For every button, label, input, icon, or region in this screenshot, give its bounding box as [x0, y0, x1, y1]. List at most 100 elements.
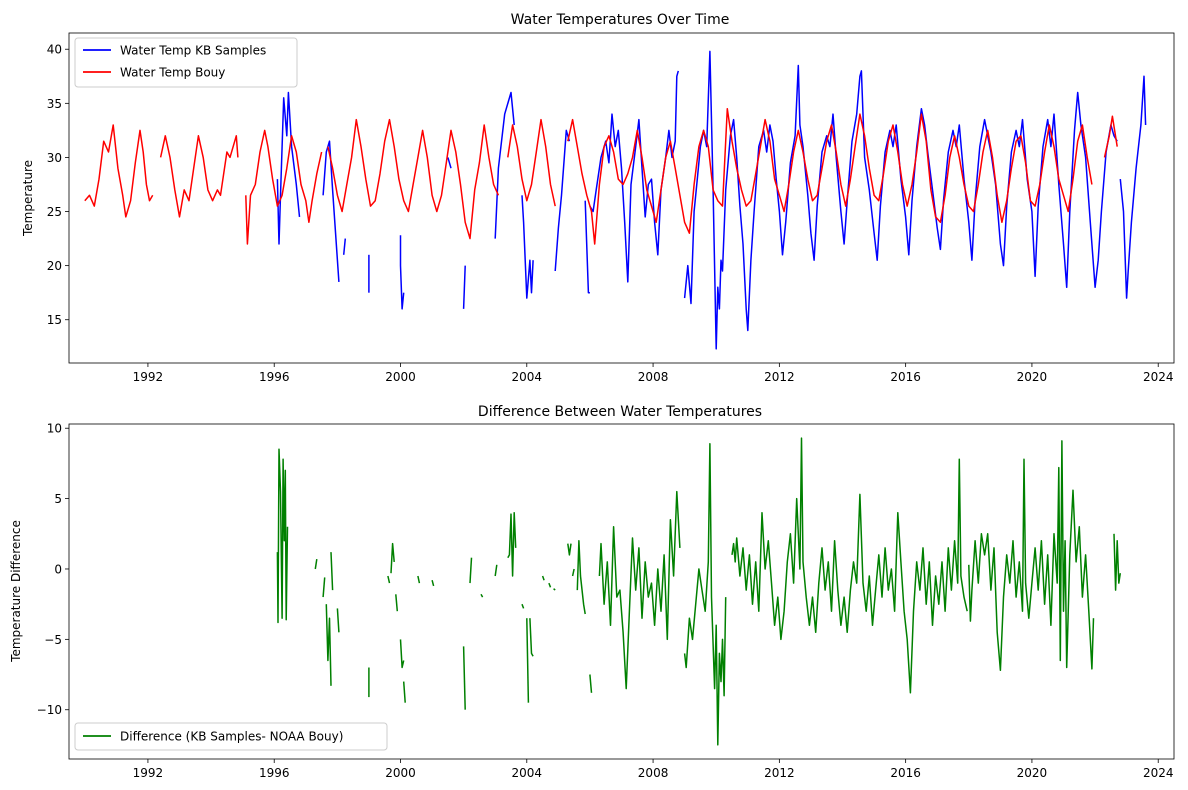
series-line-difference-kb-samples-noaa-bouy — [553, 588, 556, 591]
series-line-difference-kb-samples-noaa-bouy — [395, 594, 399, 612]
series-line-difference-kb-samples-noaa-bouy — [399, 639, 405, 669]
x-tick-label: 1992 — [133, 766, 164, 780]
series-line-difference-kb-samples-noaa-bouy — [968, 440, 1095, 672]
x-tick-label: 1992 — [133, 370, 164, 384]
top-chart-title: Water Temperatures Over Time — [511, 12, 730, 28]
x-tick-label: 2000 — [385, 370, 416, 384]
series-line-difference-kb-samples-noaa-bouy — [683, 442, 727, 746]
y-tick-label: 10 — [47, 422, 62, 436]
x-tick-label: 2000 — [385, 766, 416, 780]
x-tick-label: 1996 — [259, 370, 290, 384]
bottom-chart: Difference Between Water Temperatures Te… — [9, 404, 1175, 780]
y-tick-label: 15 — [47, 313, 62, 327]
series-line-difference-kb-samples-noaa-bouy — [469, 557, 473, 584]
top-chart-lines — [84, 50, 1147, 350]
x-tick-label: 2016 — [890, 766, 921, 780]
y-tick-label: 25 — [47, 205, 62, 219]
series-line-difference-kb-samples-noaa-bouy — [462, 646, 466, 710]
x-tick-label: 2020 — [1017, 370, 1048, 384]
series-line-water-temp-kb-samples — [584, 200, 590, 294]
series-line-difference-kb-samples-noaa-bouy — [402, 681, 406, 703]
series-line-difference-kb-samples-noaa-bouy — [571, 568, 575, 577]
y-tick-label: −5 — [44, 633, 62, 647]
x-tick-label: 2008 — [638, 370, 669, 384]
y-tick-label: −10 — [37, 703, 62, 717]
series-line-difference-kb-samples-noaa-bouy — [494, 564, 498, 577]
bottom-legend-box — [74, 722, 388, 751]
series-line-difference-kb-samples-noaa-bouy — [589, 674, 593, 693]
series-line-difference-kb-samples-noaa-bouy — [387, 575, 391, 584]
series-line-water-temp-bouy — [507, 118, 556, 207]
series-line-water-temp-kb-samples — [462, 265, 466, 309]
y-tick-label: 5 — [54, 492, 62, 506]
series-line-water-temp-kb-samples — [1119, 75, 1147, 299]
x-tick-label: 2012 — [764, 370, 795, 384]
series-line-difference-kb-samples-noaa-bouy — [325, 604, 332, 686]
series-line-water-temp-bouy — [567, 107, 1093, 245]
series-line-difference-kb-samples-noaa-bouy — [521, 603, 525, 609]
top-chart: Water Temperatures Over Time Temperature… — [21, 12, 1175, 384]
series-line-difference-kb-samples-noaa-bouy — [336, 608, 340, 633]
series-line-difference-kb-samples-noaa-bouy — [276, 448, 289, 624]
bottom-chart-title: Difference Between Water Temperatures — [478, 404, 762, 420]
bottom-chart-ticks: 1992 1996 2000 2004 2008 2012 2016 2020 2024 −10 −… — [37, 422, 1174, 780]
x-tick-label: 2012 — [764, 766, 795, 780]
top-chart-ylabel: Temperature — [21, 160, 35, 237]
legend-label-kb-samples: Water Temp KB Samples — [120, 44, 266, 58]
series-line-difference-kb-samples-noaa-bouy — [314, 558, 318, 570]
series-line-water-temp-bouy — [245, 129, 323, 245]
series-line-water-temp-bouy — [84, 124, 154, 218]
series-line-difference-kb-samples-noaa-bouy — [526, 618, 530, 703]
top-chart-frame — [68, 32, 1175, 364]
y-tick-label: 20 — [47, 259, 62, 273]
series-line-water-temp-kb-samples — [399, 235, 405, 310]
series-line-water-temp-bouy — [327, 118, 500, 240]
bottom-chart-legend: Difference (KB Samples- NOAA Bouy) — [74, 722, 388, 751]
series-line-water-temp-kb-samples — [322, 140, 340, 282]
series-line-difference-kb-samples-noaa-bouy — [548, 582, 552, 588]
legend-label-difference: Difference (KB Samples- NOAA Bouy) — [120, 730, 343, 744]
top-legend-box — [74, 37, 298, 88]
series-line-difference-kb-samples-noaa-bouy — [598, 490, 681, 690]
series-line-water-temp-kb-samples — [521, 195, 534, 299]
x-tick-label: 2024 — [1143, 370, 1174, 384]
series-line-water-temp-kb-samples — [554, 129, 571, 272]
y-tick-label: 40 — [47, 43, 62, 57]
series-line-water-temp-kb-samples — [342, 238, 347, 255]
x-tick-label: 2016 — [890, 370, 921, 384]
series-line-difference-kb-samples-noaa-bouy — [541, 575, 545, 581]
series-line-water-temp-kb-samples — [276, 91, 301, 245]
y-tick-label: 30 — [47, 151, 62, 165]
y-tick-label: 0 — [54, 562, 62, 576]
series-line-difference-kb-samples-noaa-bouy — [330, 552, 334, 591]
series-line-difference-kb-samples-noaa-bouy — [576, 540, 586, 615]
series-line-difference-kb-samples-noaa-bouy — [480, 593, 484, 598]
series-line-difference-kb-samples-noaa-bouy — [322, 577, 326, 598]
y-tick-label: 35 — [47, 97, 62, 111]
x-tick-label: 2020 — [1017, 766, 1048, 780]
x-tick-label: 1996 — [259, 766, 290, 780]
series-line-difference-kb-samples-noaa-bouy — [567, 543, 572, 556]
series-line-water-temp-kb-samples — [447, 157, 452, 169]
series-line-difference-kb-samples-noaa-bouy — [529, 618, 534, 657]
series-line-difference-kb-samples-noaa-bouy — [1113, 533, 1122, 591]
x-tick-label: 2004 — [512, 766, 543, 780]
series-line-difference-kb-samples-noaa-bouy — [731, 437, 968, 694]
bottom-chart-frame — [68, 423, 1175, 760]
series-line-water-temp-bouy — [1103, 115, 1118, 158]
x-tick-label: 2024 — [1143, 766, 1174, 780]
series-line-difference-kb-samples-noaa-bouy — [417, 575, 421, 584]
legend-label-bouy: Water Temp Bouy — [120, 66, 225, 80]
top-chart-legend: Water Temp KB Samples Water Temp Bouy — [74, 37, 298, 88]
series-line-difference-kb-samples-noaa-bouy — [507, 511, 517, 577]
series-line-difference-kb-samples-noaa-bouy — [390, 542, 395, 574]
x-tick-label: 2004 — [512, 370, 543, 384]
bottom-chart-lines — [276, 437, 1122, 746]
x-tick-label: 2008 — [638, 766, 669, 780]
bottom-chart-ylabel: Temperature Difference — [9, 520, 23, 663]
series-line-difference-kb-samples-noaa-bouy — [431, 580, 435, 587]
top-chart-ticks: 1992 1996 2000 2004 2008 2012 2016 2020 2024 15 20… — [47, 43, 1174, 384]
series-line-water-temp-bouy — [159, 135, 239, 218]
